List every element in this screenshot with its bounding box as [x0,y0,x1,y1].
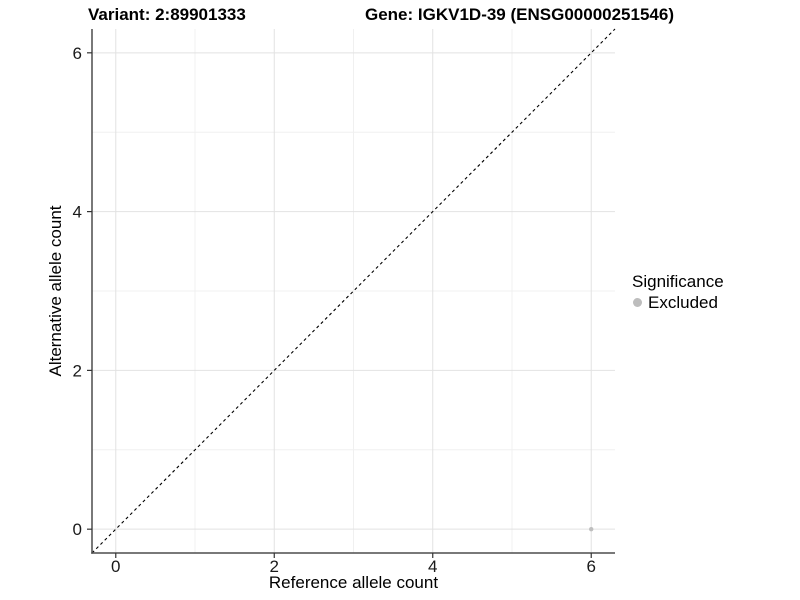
y-tick-label: 2 [73,361,82,380]
plot-title-variant: Variant: 2:89901333 [88,5,246,24]
x-axis-title: Reference allele count [268,573,439,592]
x-tick-label: 2 [270,557,279,576]
legend-title: Significance [632,272,724,291]
legend-item-label: Excluded [648,293,718,312]
legend-item-excluded: Excluded [631,293,724,312]
legend-point-icon [633,298,642,307]
y-tick-label: 4 [73,203,82,222]
x-tick-label: 4 [428,557,437,576]
y-tick-label: 6 [73,44,82,63]
plot-title-gene: Gene: IGKV1D-39 (ENSG00000251546) [365,5,674,24]
x-tick-label: 6 [586,557,595,576]
x-tick-label: 0 [111,557,120,576]
y-tick-label: 0 [73,520,82,539]
data-point [589,526,594,532]
legend: Significance Excluded [631,272,724,313]
